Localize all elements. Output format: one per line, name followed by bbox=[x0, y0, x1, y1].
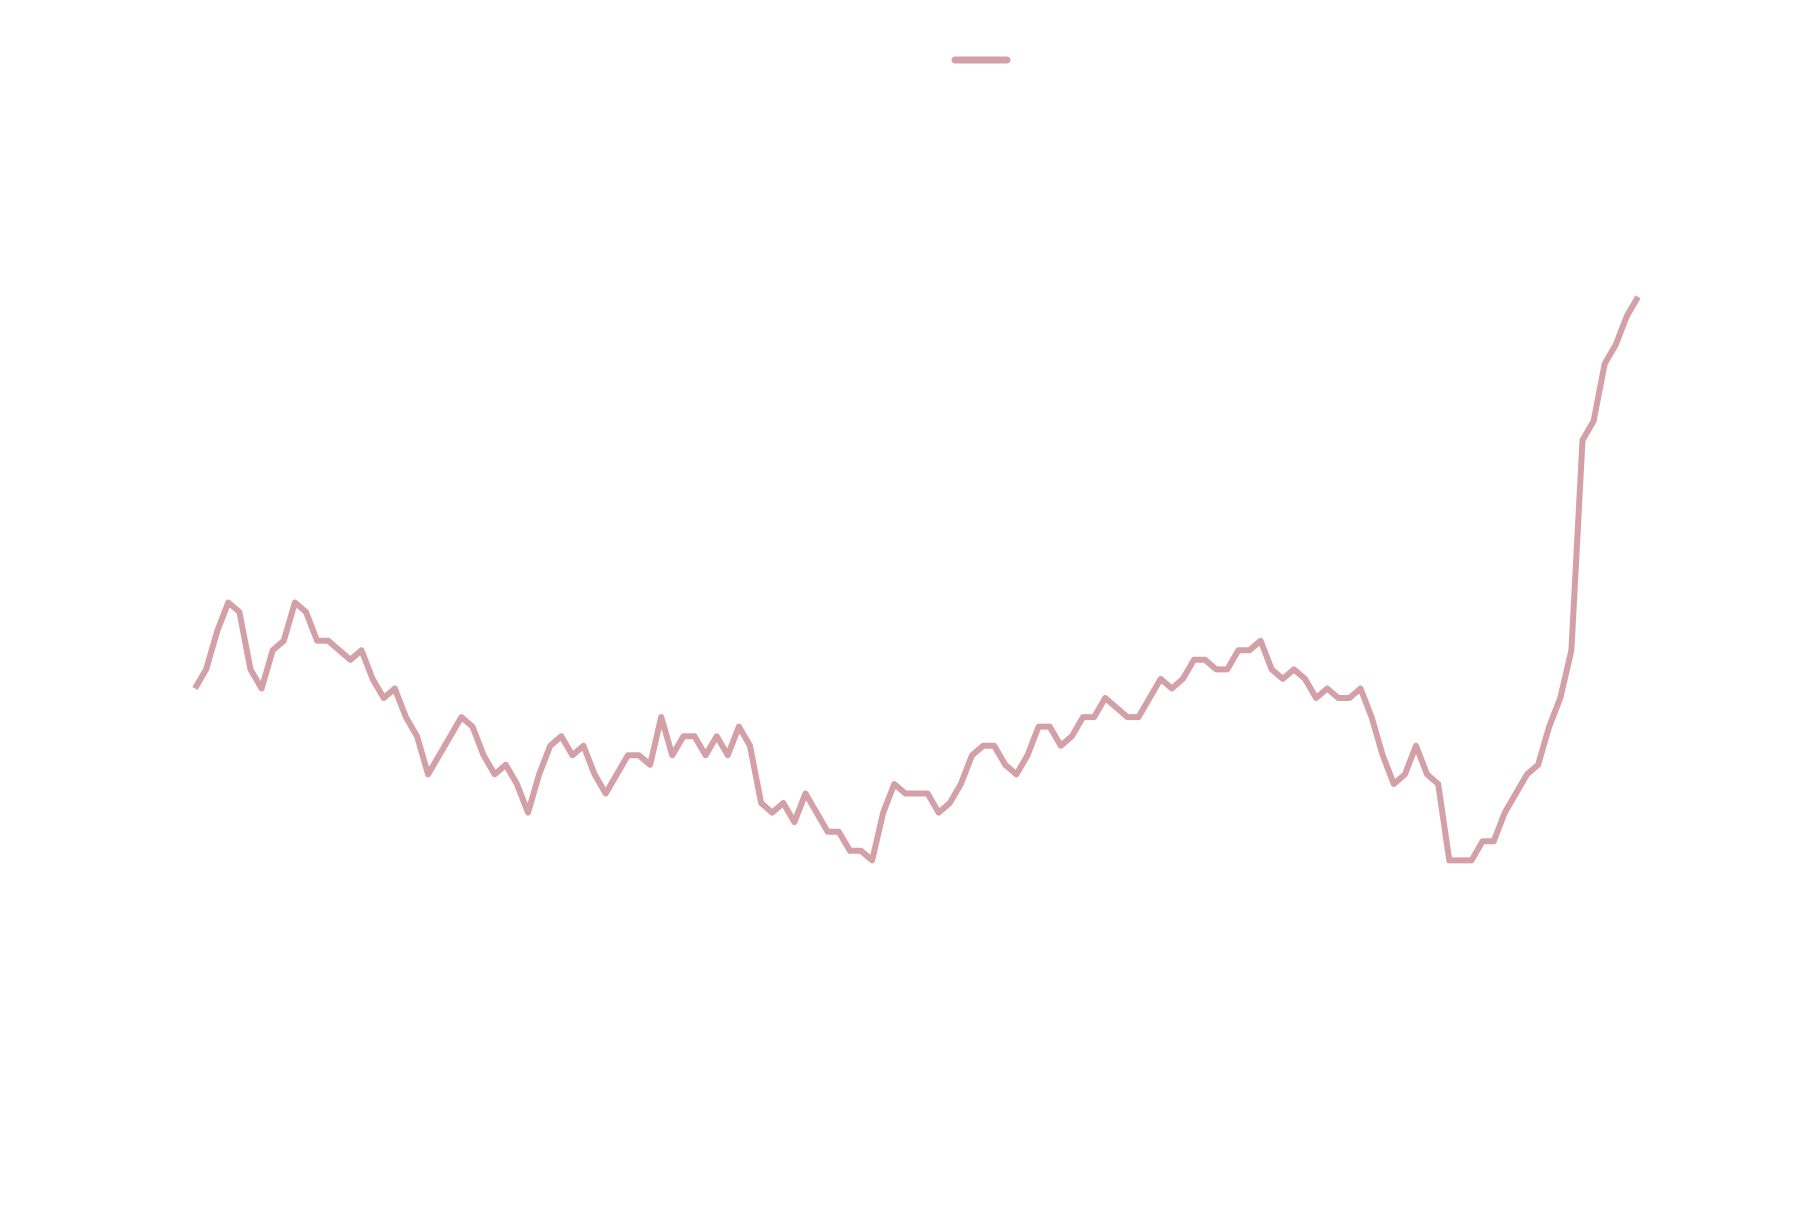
series-line-1 bbox=[192, 295, 1641, 864]
plot-area bbox=[192, 295, 1641, 864]
